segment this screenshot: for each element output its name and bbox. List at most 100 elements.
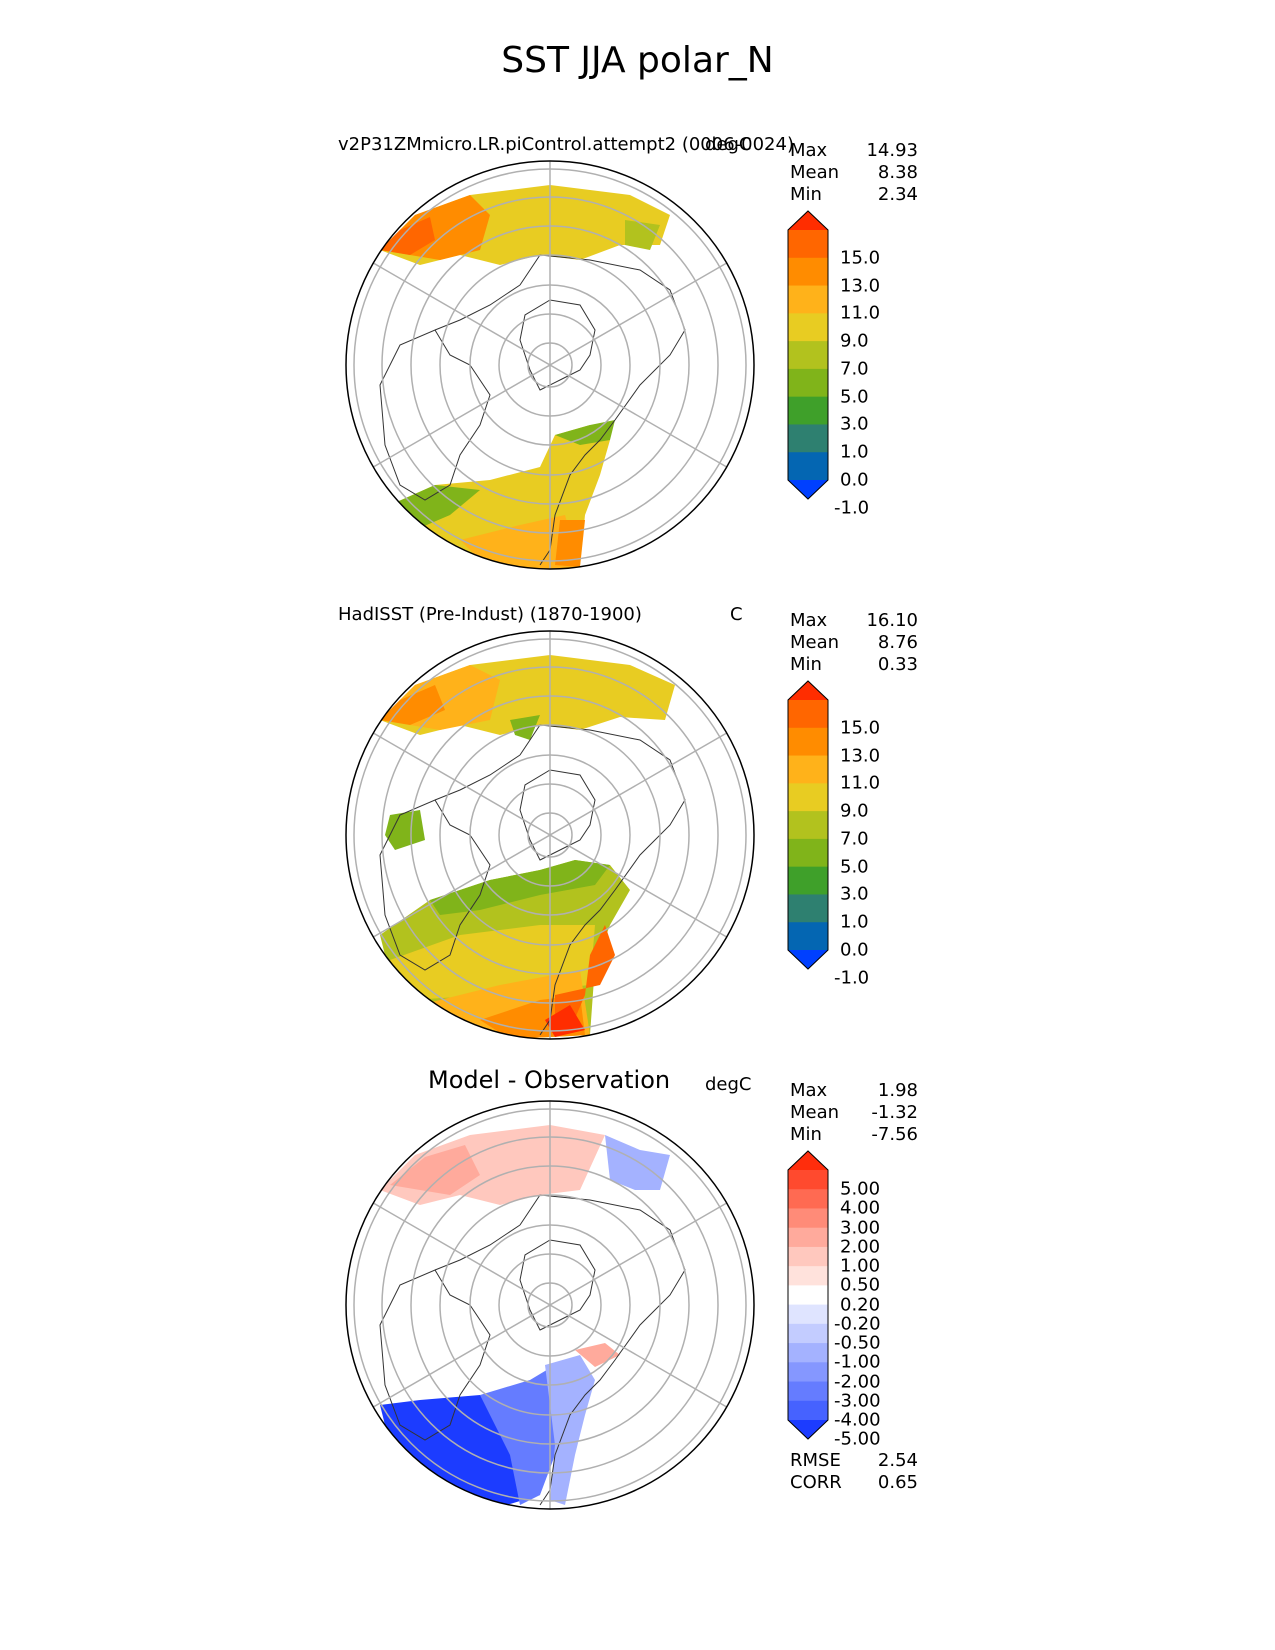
stat-value: 1.98 [877, 1080, 918, 1101]
panel-title: HadISST (Pre-Indust) (1870-1900) [338, 604, 642, 625]
colorbar-segment [788, 681, 828, 700]
sst-field-pacific-green [625, 220, 660, 250]
stat-label: Mean [790, 1102, 840, 1123]
colorbar-tick-label: -1.0 [834, 497, 870, 519]
colorbar-segment [788, 1208, 828, 1229]
colorbar-tick-label: -4.00 [834, 1409, 881, 1431]
diff-field-atlantic-light [545, 1355, 595, 1505]
colorbar-segment [788, 1285, 828, 1306]
colorbar-segment [788, 1170, 828, 1190]
diff-field-barents-warm [575, 1343, 620, 1367]
colorbar-segment [788, 211, 828, 230]
sst-field-atlantic-green2 [555, 420, 615, 445]
panel-observation: HadISST (Pre-Indust) (1870-1900) C Max 16… [0, 590, 1275, 1060]
extra-stats-box: RMSE 2.54 CORR 0.65 [790, 1450, 918, 1494]
diff-field-atlantic-mid [480, 1365, 560, 1505]
colorbar-segment [788, 1151, 828, 1170]
colorbar-segment [788, 257, 828, 287]
sst-field-atlantic-hot [555, 520, 585, 567]
colorbar-segment [788, 838, 828, 868]
colorbar-segment [788, 230, 828, 259]
colorbar-segment [788, 950, 828, 969]
units-label: degC [705, 1074, 752, 1095]
colorbar-segment [788, 727, 828, 757]
colorbar-tick-label: 2.00 [840, 1236, 881, 1258]
colorbar-tick-label: 7.0 [840, 828, 869, 850]
colorbar-tick-label: 3.0 [840, 883, 869, 905]
colorbar-segment [788, 866, 828, 895]
stat-value: 0.33 [877, 654, 918, 675]
graticule [353, 631, 747, 1039]
colorbar-segment [788, 424, 828, 453]
stat-value: -1.32 [871, 1102, 918, 1123]
colorbar-segment [788, 368, 828, 398]
stat-value: 8.76 [877, 632, 918, 653]
colorbar-tick-label: 11.0 [840, 302, 881, 324]
graticule [353, 1101, 747, 1509]
stats-box: Max 14.93 Mean 8.38 Min 2.34 [790, 140, 918, 206]
colorbar-segment [788, 755, 828, 784]
colorbar-tick-label: 0.0 [840, 939, 869, 961]
stat-label: Mean [790, 162, 840, 183]
colorbar-tick-label: 5.0 [840, 856, 869, 878]
colorbar-segment [788, 1420, 828, 1439]
stat-value: 0.65 [877, 1472, 918, 1493]
colorbar-segment [788, 341, 828, 370]
colorbar [787, 1150, 829, 1440]
colorbar-outline [787, 1150, 829, 1440]
stats-box: Max 16.10 Mean 8.76 Min 0.33 [790, 610, 918, 676]
map-boundary [345, 630, 755, 1040]
map-boundary [345, 160, 755, 570]
stat-label: Min [790, 184, 822, 205]
colorbar-segment [788, 700, 828, 729]
colorbar-outline [787, 210, 829, 500]
colorbar-tick-label: 9.0 [840, 330, 869, 352]
stat-label: Max [790, 140, 828, 161]
colorbar-segment [788, 1227, 828, 1248]
polar-map [345, 630, 755, 1040]
diff-field-pacific-cool [605, 1135, 670, 1190]
colorbar-tick-label: 3.0 [840, 413, 869, 435]
colorbar-tick-label: -2.00 [834, 1371, 881, 1393]
stat-label: Min [790, 654, 822, 675]
colorbar-segment [788, 1246, 828, 1267]
stat-label: CORR [790, 1472, 842, 1493]
colorbar-tick-label: -5.00 [834, 1428, 881, 1450]
colorbar-segment [788, 1343, 828, 1363]
colorbar-tick-label: 0.0 [840, 469, 869, 491]
panel-model: v2P31ZMmicro.LR.piControl.attempt2 (0006… [0, 120, 1275, 590]
stat-label: Max [790, 1080, 828, 1101]
colorbar-tick-label: 9.0 [840, 800, 869, 822]
colorbar-segment [788, 811, 828, 840]
polar-map [345, 1100, 755, 1510]
units-label: C [730, 604, 743, 625]
stat-label: Min [790, 1124, 822, 1145]
colorbar [787, 680, 829, 970]
colorbar-segment [788, 1400, 828, 1421]
colorbar [787, 210, 829, 500]
stat-value: -7.56 [871, 1124, 918, 1145]
colorbar-tick-label: 1.0 [840, 911, 869, 933]
colorbar-tick-label: 5.0 [840, 386, 869, 408]
colorbar-tick-label: 0.20 [840, 1294, 881, 1316]
colorbar-tick-label: 13.0 [840, 745, 881, 767]
colorbar-tick-label: 15.0 [840, 717, 881, 739]
colorbar-tick-label: 15.0 [840, 247, 881, 269]
polar-map [345, 160, 755, 570]
colorbar-segment [788, 1381, 828, 1402]
figure-title: SST JJA polar_N [501, 40, 774, 81]
colorbar-segment [788, 396, 828, 425]
graticule [353, 161, 747, 569]
stat-value: 2.34 [877, 184, 918, 205]
colorbar-tick-label: 0.50 [840, 1274, 881, 1296]
stat-value: 8.38 [877, 162, 918, 183]
colorbar-tick-label: -1.00 [834, 1351, 881, 1373]
colorbar-tick-label: -0.50 [834, 1332, 881, 1354]
colorbar-segment [788, 894, 828, 923]
colorbar-segment [788, 285, 828, 314]
stat-label: Mean [790, 632, 840, 653]
colorbar-segment [788, 452, 828, 481]
colorbar-tick-label: 5.00 [840, 1178, 881, 1200]
panel-title: v2P31ZMmicro.LR.piControl.attempt2 (0006… [338, 134, 794, 155]
colorbar-segment [788, 1266, 828, 1286]
